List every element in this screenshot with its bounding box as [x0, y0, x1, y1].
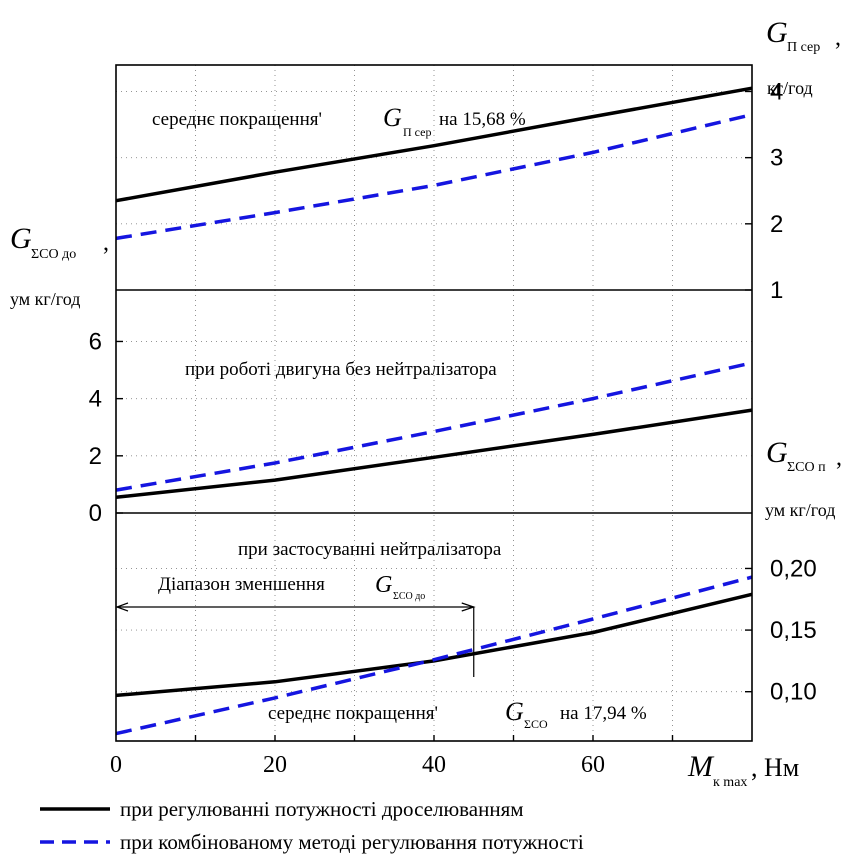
top-series-solid-line — [115, 86, 753, 203]
x-tick-label: 20 — [263, 752, 287, 778]
middle-series-dashed-line — [115, 361, 753, 492]
range-label-prefix: Діапазон зменшення — [158, 574, 325, 595]
y-tick-label: 2 — [770, 211, 783, 238]
x-axis-label-symbol: M — [687, 750, 715, 783]
bottom-ylabel-subscript: ΣCO п — [787, 460, 826, 475]
grid-layer — [116, 65, 752, 741]
x-tick-label: 60 — [581, 752, 605, 778]
top-annotation-subscript: П сер — [403, 125, 431, 139]
series-layer — [115, 86, 753, 736]
top-ylabel-subscript: П сер — [787, 40, 820, 55]
y-tick-label: 4 — [770, 78, 783, 105]
middle-ylabel-comma: , — [103, 230, 109, 256]
middle-ylabel-symbol: G — [10, 222, 32, 255]
middle-series-solid-line — [115, 408, 753, 500]
y-tick-label: 1 — [770, 277, 783, 304]
top-annotation-prefix: середнє покращення' — [152, 109, 322, 130]
top-annotation-symbol: G — [383, 103, 402, 132]
x-axis-label-subscript: к max — [713, 775, 747, 790]
top-ylabel-unit: кг/год — [767, 78, 813, 98]
y-tick-label: 6 — [89, 328, 102, 355]
bottom-ylabel-comma: , — [836, 445, 842, 471]
range-arrow-head-left — [115, 602, 129, 612]
top-ylabel-comma: , — [835, 25, 841, 51]
range-arrow — [115, 602, 476, 677]
legend: при регулюванні потужності дроселюванням… — [40, 797, 584, 854]
middle-ylabel-subscript: ΣCO до — [31, 247, 76, 262]
bottom-ylabel-symbol: G — [766, 436, 788, 469]
top-annotation-suffix: на 15,68 % — [439, 109, 526, 130]
bottom-annotation2-symbol: G — [505, 697, 524, 726]
bottom-series-dashed-line — [115, 575, 753, 736]
y-tick-label: 0 — [89, 500, 102, 527]
range-label-symbol: G — [375, 572, 392, 598]
top-ylabel-symbol: G — [766, 16, 788, 49]
legend-label-solid: при регулюванні потужності дроселюванням — [120, 797, 524, 821]
x-tick-label: 0 — [110, 752, 122, 778]
y-tick-label: 0,10 — [770, 679, 817, 706]
y-tick-label: 0,20 — [770, 555, 817, 582]
top-series-dashed-line — [115, 112, 753, 241]
range-label-subscript: ΣCO до — [393, 591, 425, 602]
y-tick-label: 3 — [770, 145, 783, 172]
bottom-annotation: при застосуванні нейтралізатора — [238, 539, 502, 560]
bottom-annotation2-suffix: на 17,94 % — [560, 703, 647, 724]
middle-ylabel-unit: ум кг/год — [10, 289, 80, 309]
legend-label-dashed: при комбінованому методі регулювання пот… — [120, 830, 584, 854]
bottom-annotation2-prefix: середнє покращення' — [268, 703, 438, 724]
x-axis-label-unit: , Нм — [751, 753, 799, 782]
middle-annotation: при роботі двигуна без нейтралізатора — [185, 359, 497, 380]
y-tick-label: 0,15 — [770, 617, 817, 644]
y-tick-label: 4 — [89, 386, 102, 413]
bottom-annotation2-subscript: ΣCO — [524, 717, 548, 731]
bottom-ylabel-unit: ум кг/год — [765, 500, 835, 520]
y-tick-label: 2 — [89, 443, 102, 470]
x-tick-label: 40 — [422, 752, 446, 778]
